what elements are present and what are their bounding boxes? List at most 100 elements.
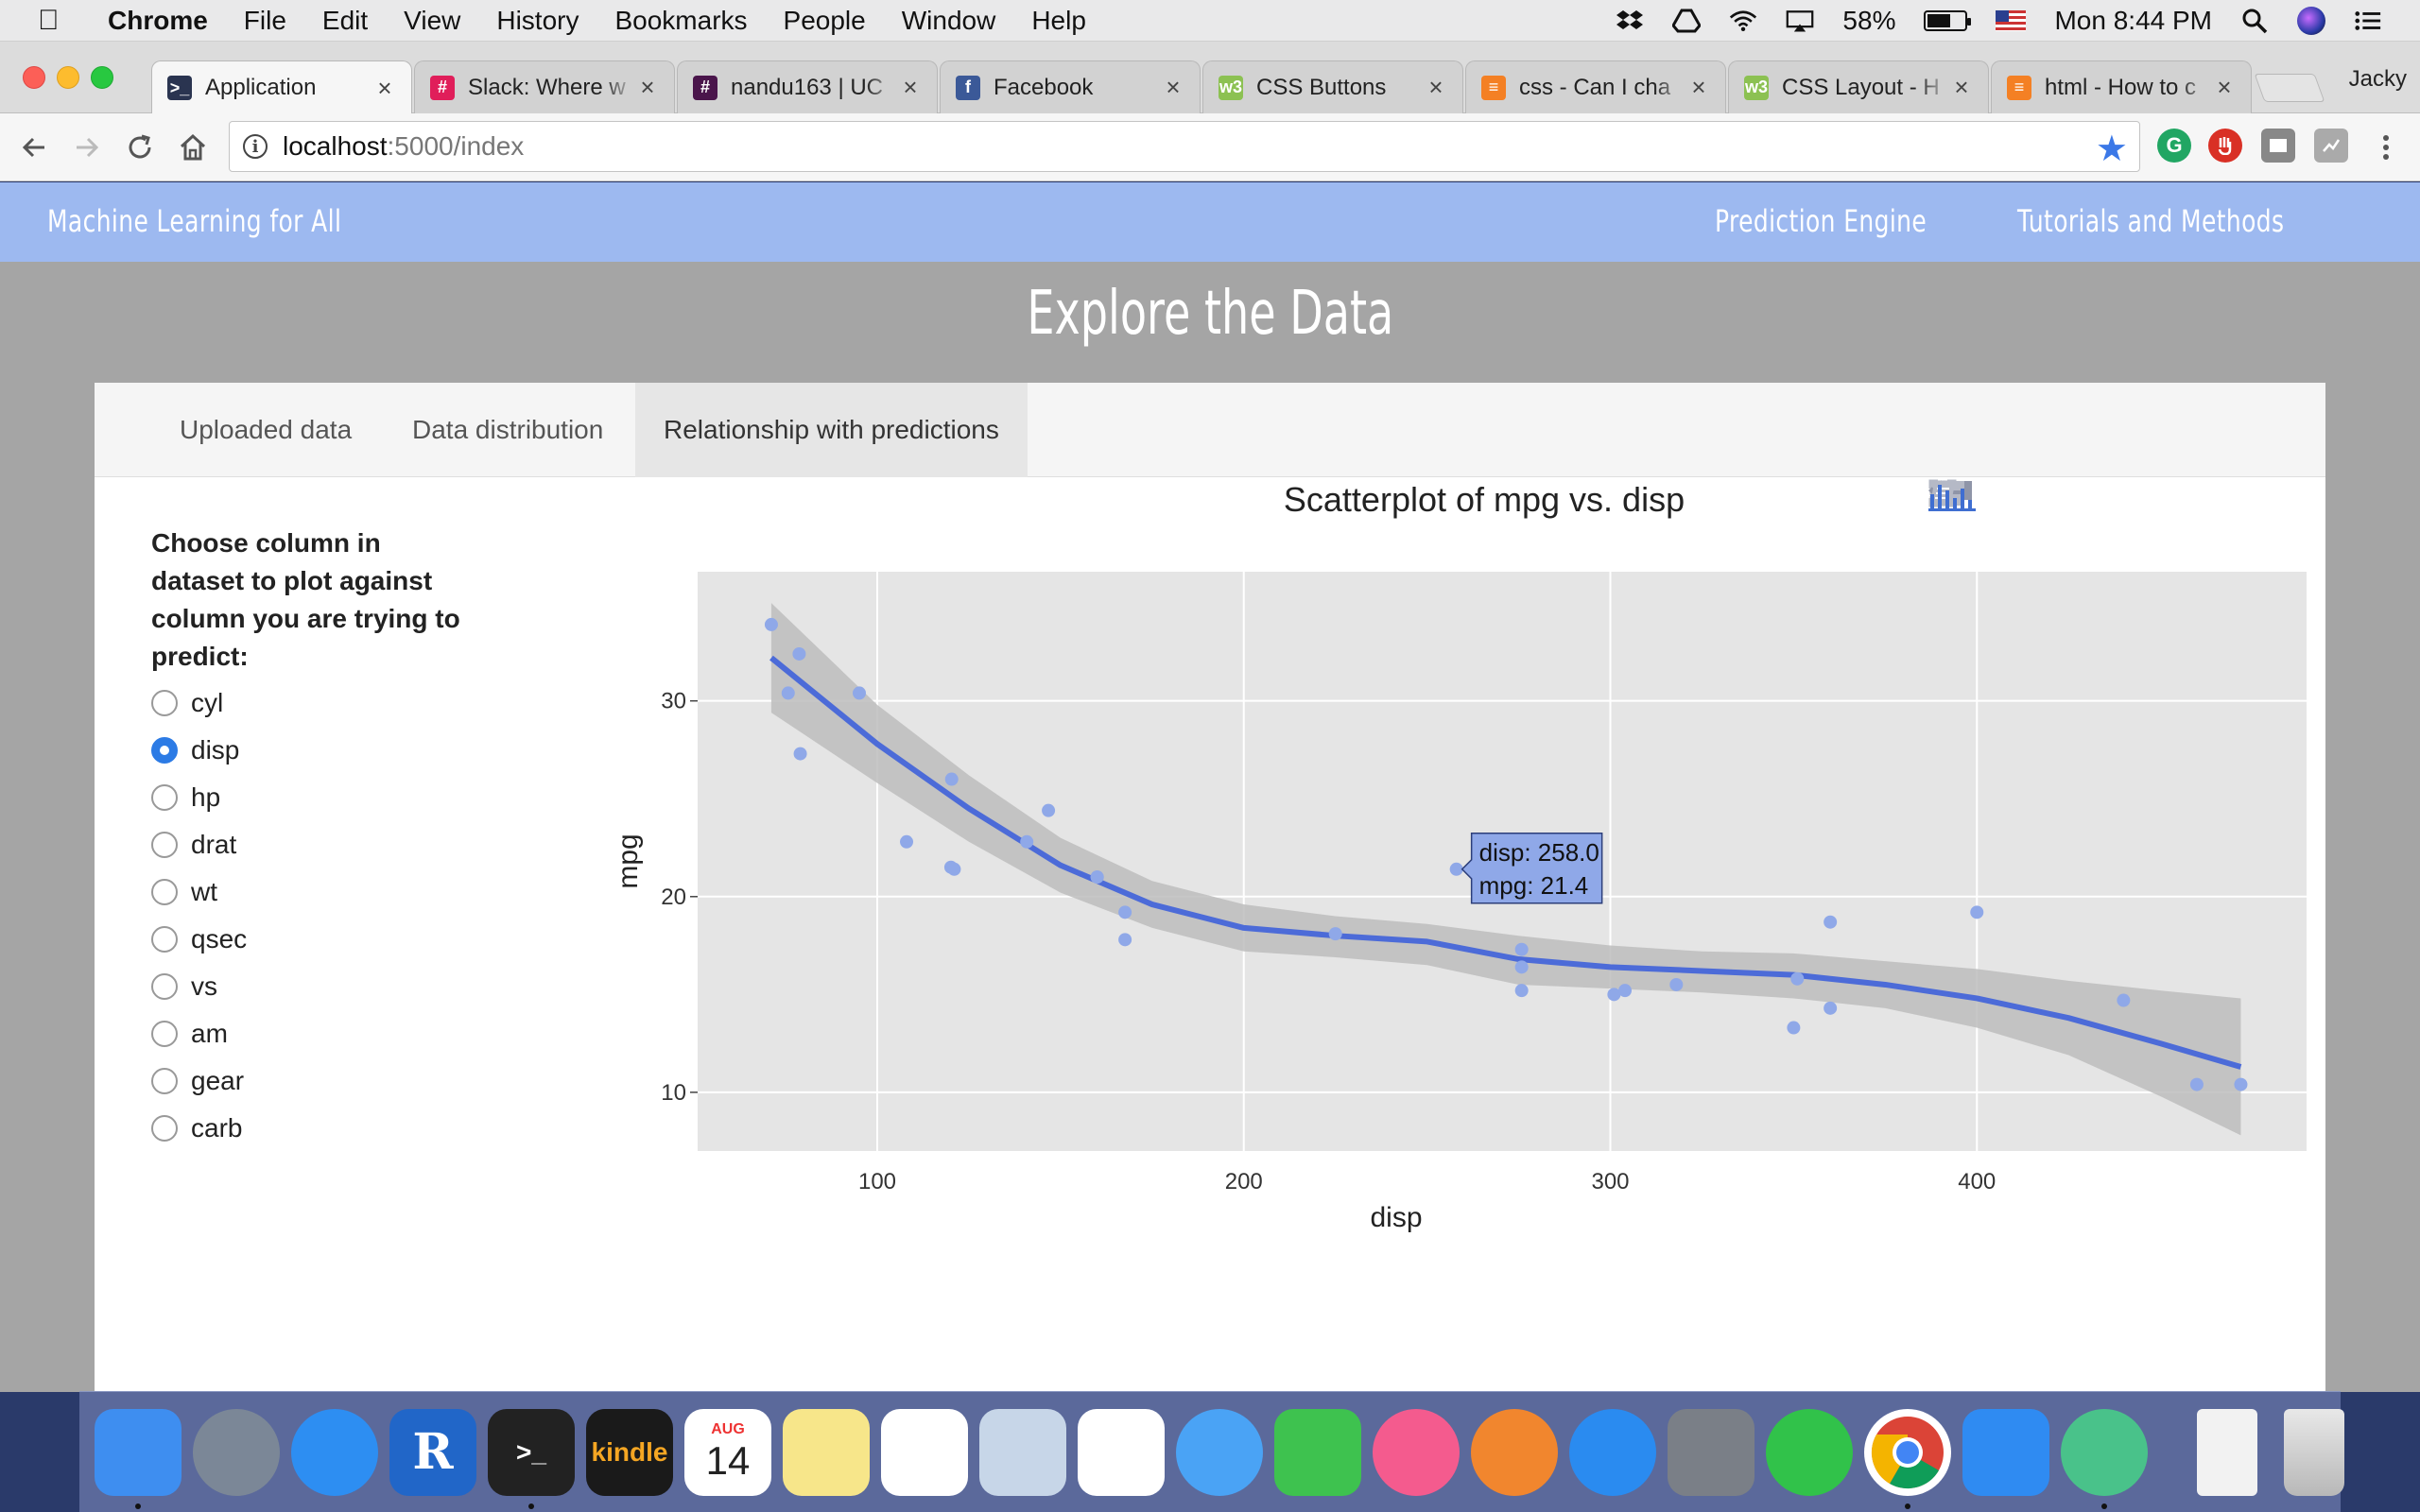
nav-link-prediction-engine[interactable]: Prediction Engine	[1715, 203, 1927, 239]
menu-view[interactable]: View	[404, 5, 461, 35]
spotlight-search-icon[interactable]	[2240, 9, 2269, 33]
menu-people[interactable]: People	[783, 5, 866, 35]
box-select-icon[interactable]	[1929, 480, 2093, 512]
dock-chrome-icon[interactable]	[1864, 1408, 1951, 1509]
tab-relationship-with-predictions[interactable]: Relationship with predictions	[635, 383, 1028, 477]
radio-button[interactable]	[151, 690, 178, 716]
dock-terminal-icon[interactable]: >_	[488, 1408, 575, 1509]
radio-button[interactable]	[151, 784, 178, 811]
dock-app-store-icon[interactable]	[1569, 1408, 1656, 1496]
tab-close-icon[interactable]: ×	[2217, 73, 2232, 101]
tab-data-distribution[interactable]: Data distribution	[412, 415, 604, 444]
radio-button[interactable]	[151, 737, 178, 764]
dock-finder-icon[interactable]	[95, 1408, 182, 1509]
dock-launchpad-icon[interactable]	[193, 1408, 280, 1496]
autoscale-icon[interactable]	[1928, 479, 2274, 512]
tab-uploaded-data[interactable]: Uploaded data	[180, 415, 353, 444]
dock-safari-icon[interactable]	[291, 1408, 378, 1496]
radio-button[interactable]	[151, 926, 178, 953]
dock-system-preferences-icon[interactable]	[1668, 1408, 1754, 1496]
dock-r-icon[interactable]: R	[389, 1408, 476, 1496]
address-bar[interactable]: i localhost:5000/index ★	[229, 121, 2140, 172]
reload-button[interactable]	[113, 121, 166, 174]
new-tab-button[interactable]	[2254, 74, 2325, 102]
radio-button[interactable]	[151, 879, 178, 905]
airplay-icon[interactable]	[1786, 9, 1814, 33]
site-brand[interactable]: Machine Learning for All	[47, 203, 342, 239]
zoom-icon[interactable]	[1930, 481, 2002, 512]
scatterplot-svg[interactable]: 100 200 300 400 10 20 30 Scatterplot of mpg vs.…	[510, 411, 2307, 1280]
chrome-menu-icon[interactable]	[2360, 121, 2412, 174]
hover-closest-icon[interactable]	[1928, 481, 2420, 512]
zoom-in-icon[interactable]	[1930, 481, 2184, 512]
tab-close-icon[interactable]: ×	[377, 73, 392, 102]
window-minimize-button[interactable]	[57, 66, 79, 89]
column-option-hp[interactable]: hp	[151, 774, 463, 821]
dock-messages-icon[interactable]	[1176, 1408, 1263, 1496]
dock-preview-icon[interactable]	[979, 1408, 1066, 1496]
dock-atom-icon[interactable]	[2061, 1408, 2148, 1509]
menu-help[interactable]: Help	[1031, 5, 1086, 35]
radio-button[interactable]	[151, 973, 178, 1000]
column-option-vs[interactable]: vs	[151, 963, 463, 1010]
extension-icon[interactable]	[2261, 129, 2295, 163]
window-zoom-button[interactable]	[91, 66, 113, 89]
column-option-disp[interactable]: disp	[151, 727, 463, 774]
radio-button[interactable]	[151, 1115, 178, 1142]
dock-ibooks-icon[interactable]	[1471, 1408, 1558, 1496]
tab-close-icon[interactable]: ×	[1691, 73, 1706, 101]
back-button[interactable]	[8, 121, 60, 174]
dock-photos-icon[interactable]	[1078, 1408, 1165, 1496]
zoom-out-icon[interactable]	[1930, 481, 2229, 512]
tab-close-icon[interactable]: ×	[1428, 73, 1443, 101]
browser-tab[interactable]: # nandu163 | UC ×	[677, 60, 938, 113]
dock-facetime-icon[interactable]	[1274, 1408, 1361, 1496]
browser-tab[interactable]: ≡ html - How to c ×	[1991, 60, 2252, 113]
dock-kindle-icon[interactable]: kindle	[586, 1408, 673, 1496]
browser-tab[interactable]: ≡ css - Can I cha ×	[1465, 60, 1726, 113]
dock-trash-icon[interactable]	[2284, 1408, 2344, 1496]
window-close-button[interactable]	[23, 66, 45, 89]
browser-tab[interactable]: w3 CSS Layout - H ×	[1728, 60, 1989, 113]
dock-calendar-icon[interactable]: AUG 14	[684, 1408, 771, 1496]
tab-close-icon[interactable]: ×	[1954, 73, 1969, 101]
google-drive-status-icon[interactable]	[1672, 9, 1702, 33]
wifi-icon[interactable]	[1729, 9, 1757, 33]
dock-whatsapp-icon[interactable]	[1766, 1408, 1853, 1496]
siri-icon[interactable]	[2297, 6, 2325, 35]
radio-button[interactable]	[151, 832, 178, 858]
column-option-wt[interactable]: wt	[151, 868, 463, 916]
menu-bookmarks[interactable]: Bookmarks	[614, 5, 748, 35]
input-source-flag-icon[interactable]	[1996, 9, 2027, 31]
spike-lines-icon[interactable]	[1932, 483, 2365, 512]
browser-tab[interactable]: # Slack: Where w ×	[414, 60, 675, 113]
menu-bar-clock[interactable]: Mon 8:44 PM	[2054, 5, 2212, 35]
menu-window[interactable]: Window	[901, 5, 996, 35]
column-option-am[interactable]: am	[151, 1010, 463, 1057]
menu-file[interactable]: File	[243, 5, 286, 35]
bookmark-star-icon[interactable]: ★	[2095, 129, 2128, 169]
dropbox-status-icon[interactable]	[1616, 9, 1644, 33]
grammarly-extension-icon[interactable]: G	[2157, 129, 2191, 163]
apple-menu-icon[interactable]: 	[38, 5, 76, 37]
scatterplot[interactable]: 100 200 300 400 10 20 30 Scatterplot of mpg vs.…	[510, 411, 2307, 1280]
tab-close-icon[interactable]: ×	[903, 73, 918, 101]
menu-history[interactable]: History	[496, 5, 579, 35]
dock-itunes-icon[interactable]	[1373, 1408, 1460, 1496]
site-info-icon[interactable]: i	[243, 134, 268, 159]
tab-close-icon[interactable]: ×	[1166, 73, 1181, 101]
radio-button[interactable]	[151, 1021, 178, 1047]
home-button[interactable]	[166, 121, 219, 174]
pan-icon[interactable]	[1928, 479, 2048, 512]
profile-name[interactable]: Jacky	[2348, 66, 2407, 92]
column-option-drat[interactable]: drat	[151, 821, 463, 868]
dock-document-icon[interactable]	[2197, 1408, 2257, 1496]
column-option-gear[interactable]: gear	[151, 1057, 463, 1105]
browser-tab[interactable]: >_ Application ×	[151, 60, 412, 114]
dock-notes-icon[interactable]	[783, 1408, 870, 1496]
menu-edit[interactable]: Edit	[321, 5, 369, 35]
extension-icon-2[interactable]	[2314, 129, 2348, 163]
notification-center-icon[interactable]	[2354, 9, 2382, 33]
battery-icon[interactable]	[1924, 9, 1972, 31]
menu-app-name[interactable]: Chrome	[108, 5, 208, 35]
